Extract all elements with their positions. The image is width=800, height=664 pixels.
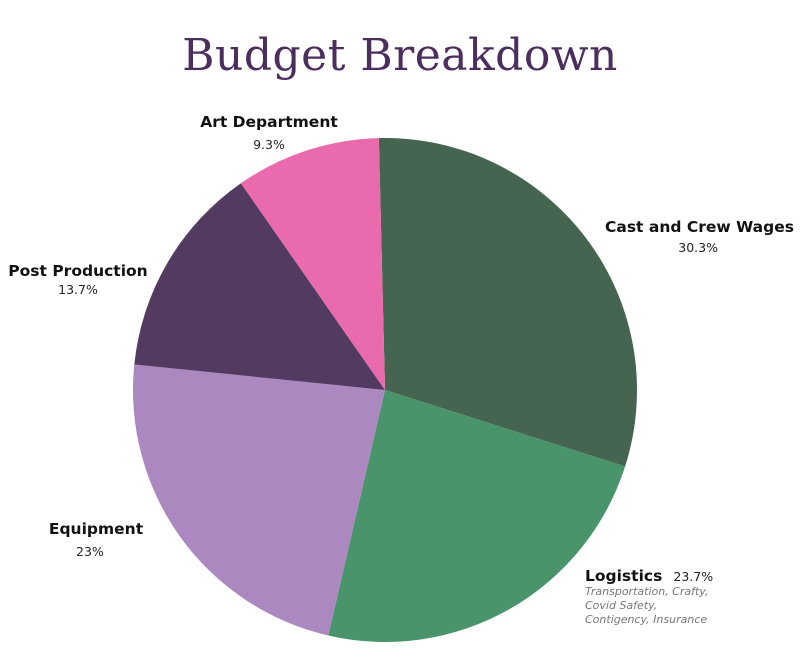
pie-slice-equipment [132, 364, 385, 636]
label-equipment: Equipment 23% [48, 520, 144, 559]
pie-slice-logistics [328, 390, 626, 642]
slice-name: Post Production [8, 262, 148, 280]
slice-name: Equipment [48, 520, 144, 538]
slice-percent: 9.3% [253, 137, 285, 152]
label-art-department: Art Department 9.3% [199, 113, 339, 152]
label-cast-and-crew-wages: Cast and Crew Wages 30.3% [605, 218, 794, 255]
slice-percent: 30.3% [678, 240, 718, 255]
slice-note-line: Transportation, Crafty, [585, 585, 709, 598]
slice-percent: 13.7% [58, 282, 98, 297]
pie-slice-art-department [240, 138, 385, 390]
chart-title: Budget Breakdown [182, 30, 618, 81]
slice-note-line: Contigency, Insurance [585, 613, 708, 626]
pie-slice-post-production [134, 183, 385, 390]
slice-name: Logistics [585, 567, 663, 585]
slice-note-line: Covid Safety, [585, 599, 658, 612]
slice-name: Art Department [200, 113, 338, 131]
slice-name: Cast and Crew Wages [605, 218, 794, 236]
pie-slice-cast-and-crew-wages [378, 138, 638, 467]
slice-percent: 23.7% [673, 569, 714, 584]
slice-percent: 23% [76, 544, 104, 559]
label-logistics: Logistics 23.7% Transportation, Crafty, … [585, 566, 713, 627]
label-post-production: Post Production 13.7% [8, 262, 148, 297]
